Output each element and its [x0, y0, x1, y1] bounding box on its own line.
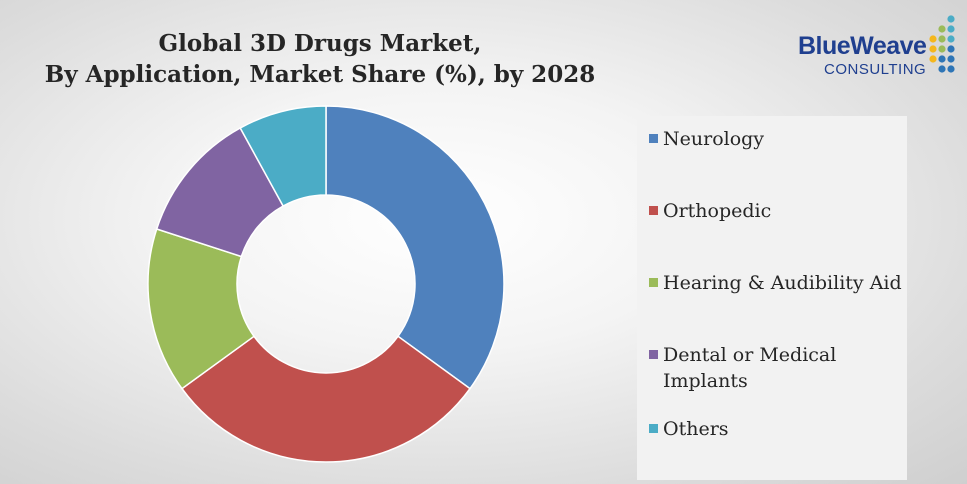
legend-swatch	[649, 350, 658, 359]
chart-title: Global 3D Drugs Market, By Application, …	[20, 28, 620, 90]
legend-swatch	[649, 134, 658, 143]
logo-dot	[947, 15, 955, 23]
legend-label: Others	[663, 418, 729, 440]
donut-slice-neurology	[325, 105, 505, 390]
chart-legend: Neurology Orthopedic Hearing & Audibility …	[637, 116, 907, 480]
legend-label: Orthopedic	[663, 200, 772, 222]
logo-dot	[929, 35, 937, 43]
logo-dot	[929, 45, 937, 53]
legend-item: Orthopedic	[649, 198, 908, 224]
blueweave-logo: BlueWeave CONSULTING	[790, 14, 960, 84]
legend-swatch	[649, 206, 658, 215]
legend-label: Neurology	[663, 128, 765, 150]
logo-dot	[929, 55, 937, 63]
chart-title-line-1: Global 3D Drugs Market,	[158, 30, 482, 57]
logo-subtitle: CONSULTING	[824, 61, 927, 78]
logo-dot	[938, 45, 946, 53]
donut-slice-others	[239, 105, 327, 208]
logo-wordmark: BlueWeave	[798, 32, 927, 60]
legend-item: Others	[649, 416, 908, 442]
legend-label: Hearing & Audibility Aid	[663, 272, 902, 294]
legend-swatch	[649, 424, 658, 433]
logo-dot	[947, 45, 955, 53]
logo-dot	[938, 65, 946, 73]
logo-dot	[947, 35, 955, 43]
legend-swatch	[649, 278, 658, 287]
legend-item: Dental or Medical Implants	[649, 342, 908, 394]
logo-dot	[947, 55, 955, 63]
legend-item: Hearing & Audibility Aid	[649, 270, 908, 296]
donut-chart	[147, 105, 505, 463]
logo-dot	[938, 55, 946, 63]
logo-dot	[938, 35, 946, 43]
logo-dot	[947, 65, 955, 73]
legend-item: Neurology	[649, 126, 908, 152]
logo-dot	[947, 25, 955, 33]
chart-title-line-2: By Application, Market Share (%), by 202…	[44, 61, 596, 88]
logo-dots-icon	[929, 15, 955, 73]
logo-dot	[938, 25, 946, 33]
donut-slice-hearing-audibility-aid	[147, 228, 256, 390]
donut-slice-orthopedic	[180, 335, 472, 463]
legend-label: Dental or Medical Implants	[663, 344, 837, 392]
